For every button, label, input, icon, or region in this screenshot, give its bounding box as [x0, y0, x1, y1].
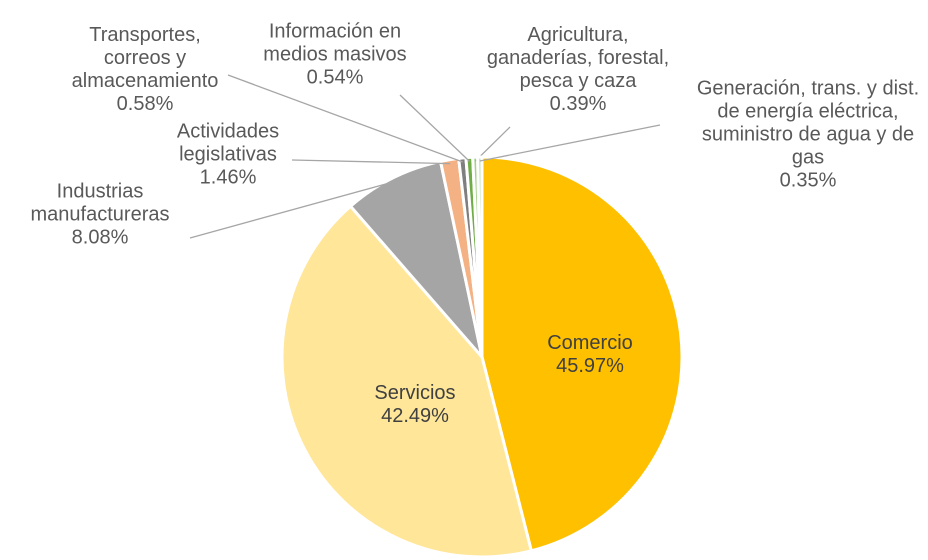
slice-label: Información en medios masivos 0.54% [240, 21, 430, 90]
slice-label: Comercio 45.97% [510, 332, 670, 378]
slice-label: Actividades legislativas 1.46% [153, 121, 303, 190]
slice-label: Agricultura, ganaderías, forestal, pesca… [478, 24, 678, 116]
category-name: Generación, trans. y dist. de energía el… [696, 77, 920, 169]
leader-line [227, 74, 463, 163]
category-name: Servicios [374, 382, 456, 404]
value-label: 0.54% [306, 66, 364, 89]
leader-line [189, 181, 395, 239]
value-label: 0.39% [549, 93, 607, 115]
leader-line [399, 94, 471, 162]
slice-label: Industrias manufactureras 8.08% [0, 181, 200, 250]
category-name: Información en medios masivos [263, 20, 407, 66]
category-name: Transportes, correos y almacenamiento [71, 24, 219, 92]
leader-line [291, 159, 451, 165]
value-label: 0.58% [116, 93, 174, 115]
category-name: Comercio [547, 332, 633, 354]
pie-slice [280, 204, 534, 559]
slice-label: Servicios 42.49% [335, 382, 495, 428]
value-label: 45.97% [556, 355, 624, 377]
value-label: 8.08% [71, 226, 129, 249]
value-label: 1.46% [199, 166, 257, 189]
slice-label: Transportes, correos y almacenamiento 0.5… [58, 24, 233, 116]
leader-line [474, 126, 511, 162]
pie-slice [480, 155, 684, 553]
value-label: 42.49% [381, 405, 449, 427]
pie-slice [476, 155, 484, 358]
value-label: 0.35% [779, 169, 837, 192]
pie-slice [348, 159, 485, 363]
category-name: Industrias manufactureras [30, 180, 170, 226]
leader-line [479, 124, 661, 162]
category-name: Agricultura, ganaderías, forestal, pesca… [486, 24, 670, 92]
slice-label: Generación, trans. y dist. de energía el… [693, 78, 923, 193]
category-name: Actividades legislativas [176, 120, 280, 166]
